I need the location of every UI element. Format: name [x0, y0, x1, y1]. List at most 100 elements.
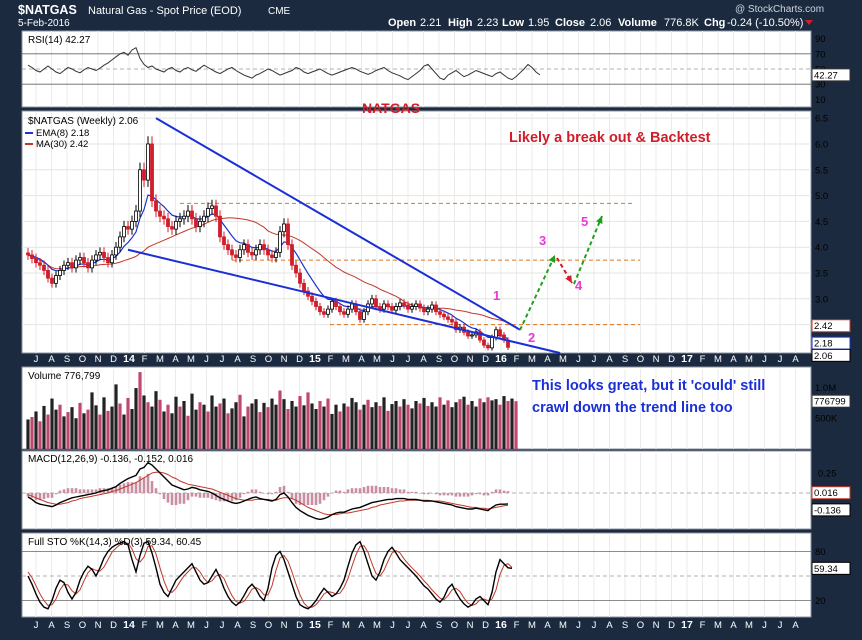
volume-bar	[142, 395, 146, 449]
x-tick: S	[250, 354, 256, 365]
candle-body	[466, 331, 470, 337]
x-tick: F	[328, 354, 334, 365]
support-lines	[180, 202, 640, 326]
x-tick: N	[653, 620, 660, 631]
macd-histogram-bar	[274, 491, 278, 493]
volume-y-tick: 500K	[815, 414, 838, 425]
macd-histogram-bar	[306, 493, 310, 505]
high-value: 2.23	[477, 17, 498, 29]
x-tick: A	[234, 354, 241, 365]
volume-bar	[230, 408, 234, 449]
x-tick: F	[700, 354, 706, 365]
candle-body	[190, 210, 194, 220]
candle-body	[438, 311, 442, 315]
candle-body	[422, 307, 426, 313]
x-tick: F	[514, 620, 520, 631]
candle-body	[358, 311, 362, 320]
macd-histogram-bar	[370, 485, 374, 493]
volume-bar	[282, 399, 286, 449]
price-y-tick: 3.0	[815, 294, 828, 305]
macd-histogram-bar	[362, 487, 366, 493]
macd-histogram-bar	[322, 493, 326, 501]
x-tick: N	[653, 354, 660, 365]
volume-last-value-box	[811, 394, 851, 408]
volume-bar	[386, 410, 390, 449]
macd-histogram-bar	[30, 493, 34, 498]
x-tick: O	[79, 620, 86, 631]
macd-histogram-bar	[422, 493, 426, 495]
volume-bar	[174, 396, 178, 449]
macd-histogram-bar	[34, 493, 38, 501]
rsi-y-tick: 10	[815, 95, 826, 106]
macd-histogram-bar	[242, 493, 246, 495]
volume-bar	[222, 398, 226, 449]
candle-body	[114, 246, 118, 256]
macd-histogram-bar	[126, 482, 130, 493]
ohlc-readout: Open 2.21 High 2.23 Low 1.95 Close 2.06 …	[388, 17, 803, 29]
macd-y-tick: 0.25	[818, 469, 837, 480]
candle-body	[214, 205, 218, 217]
macd-histogram-bar	[382, 487, 386, 493]
low-label: Low	[502, 17, 524, 29]
x-tick: O	[637, 620, 644, 631]
volume-bar	[414, 401, 418, 449]
sto-last-value-box	[811, 561, 851, 575]
volume-bar	[418, 403, 422, 449]
x-tick: A	[358, 620, 365, 631]
macd-histogram-bar	[462, 493, 466, 497]
volume-bar	[318, 401, 322, 449]
candle-body	[118, 236, 122, 248]
lower-trendline	[127, 248, 561, 354]
macd-histogram-bar	[338, 490, 342, 493]
right-value-labels: 42.27 2.42 2.182.06 776799 0.016 -0.136 59.34	[811, 68, 851, 575]
rsi-last-value-box	[811, 68, 851, 82]
volume-bar	[130, 409, 134, 449]
candle-body	[430, 304, 434, 310]
volume-bar	[338, 411, 342, 449]
volume-bar	[50, 398, 54, 449]
x-tick: O	[79, 354, 86, 365]
macd-histogram-bar	[262, 493, 266, 494]
macd-histogram-bar	[470, 493, 474, 496]
x-tick: M	[745, 620, 753, 631]
x-tick: F	[700, 620, 706, 631]
x-tick: N	[281, 354, 288, 365]
candle-body	[242, 244, 246, 251]
volume-bar	[330, 413, 334, 449]
macd-histogram-bar	[318, 493, 322, 504]
macd-histogram-bar	[290, 493, 294, 499]
x-tick: J	[592, 620, 597, 631]
volume-bar	[74, 418, 78, 449]
volume-bar	[306, 392, 310, 449]
change-down-icon	[805, 20, 813, 25]
macd-histogram-bar	[214, 493, 218, 501]
macd-histogram-bar	[254, 489, 258, 493]
wave-label-5: 5	[581, 214, 588, 229]
candle-body	[82, 257, 86, 264]
volume-bar	[290, 401, 294, 449]
x-tick: D	[482, 354, 489, 365]
x-tick-labels: J A S O N D 14 F M A M J J A S O N D 15 F M A M J J A S O N D 16 F M A M J J…	[34, 353, 800, 631]
macd-histogram-bar	[294, 493, 298, 504]
volume-bar	[114, 384, 118, 449]
x-tick: S	[436, 620, 442, 631]
candle-body	[386, 303, 390, 307]
volume-bar	[382, 397, 386, 449]
x-tick: M	[342, 620, 350, 631]
candle-body	[402, 302, 406, 306]
volume-last-value: 776799	[814, 397, 846, 408]
candle-body	[374, 298, 378, 307]
x-tick: 14	[123, 619, 135, 631]
x-tick: J	[406, 354, 411, 365]
price-y-tick: 4.0	[815, 243, 828, 254]
volume-bar	[458, 399, 462, 449]
volume-bar	[38, 421, 42, 449]
macd-histogram-bar	[226, 493, 230, 502]
candle-body	[158, 210, 162, 217]
macd-histogram-bar	[386, 487, 390, 493]
candle-body	[206, 208, 210, 217]
macd-histogram-bar	[90, 489, 94, 493]
candle-body	[102, 251, 106, 258]
volume-bar	[286, 409, 290, 449]
